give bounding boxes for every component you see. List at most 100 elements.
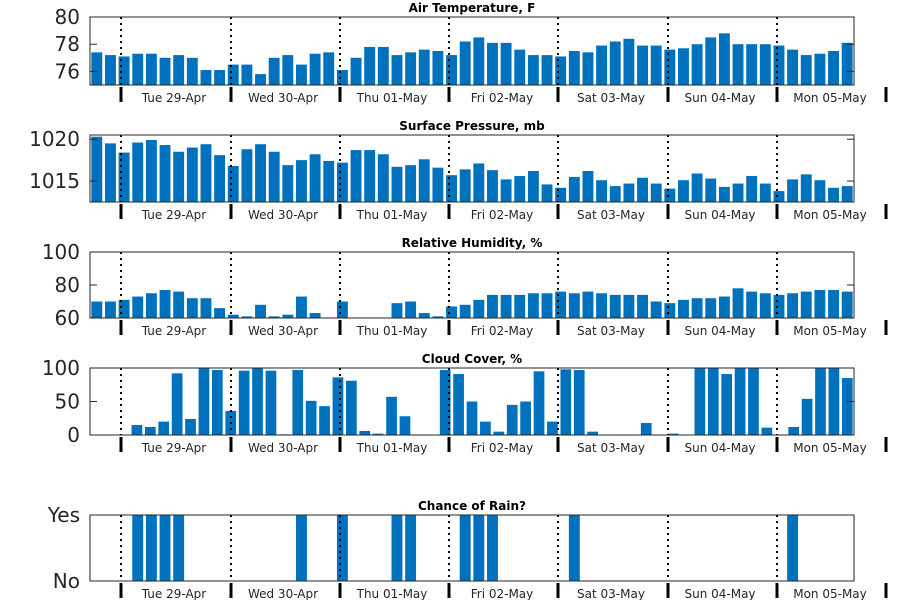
bar — [746, 44, 758, 85]
bar — [309, 154, 321, 202]
bar — [391, 55, 403, 85]
bar — [582, 52, 594, 85]
x-day-label: Tue 29-Apr — [141, 324, 206, 338]
bar — [418, 313, 430, 318]
bar — [596, 180, 608, 202]
bar — [788, 426, 800, 435]
bar — [694, 368, 706, 435]
x-day-label: Thu 01-May — [356, 324, 428, 338]
y-tick-label: 76 — [55, 59, 80, 83]
bar — [596, 45, 608, 85]
x-day-label: Wed 30-Apr — [248, 324, 318, 338]
bar — [200, 298, 212, 318]
bar — [91, 301, 103, 318]
bar — [691, 298, 703, 318]
x-day-label: Tue 29-Apr — [141, 441, 206, 455]
bar — [198, 368, 210, 435]
bar — [841, 42, 853, 85]
bar — [705, 178, 717, 202]
bar — [159, 515, 171, 581]
bar — [732, 44, 744, 85]
bar — [255, 74, 266, 85]
bar — [292, 370, 304, 435]
bar — [541, 55, 553, 85]
bar — [391, 166, 403, 202]
bar — [596, 293, 608, 318]
bar — [637, 45, 648, 85]
bar — [227, 64, 239, 85]
bar — [159, 289, 171, 318]
bar — [350, 150, 362, 202]
bar — [105, 301, 116, 318]
bar — [705, 37, 717, 85]
axes-box — [89, 16, 855, 86]
bar — [520, 401, 531, 435]
bar — [453, 374, 464, 435]
bar — [186, 147, 198, 202]
x-day-label: Thu 01-May — [356, 208, 428, 222]
bar — [828, 187, 839, 202]
bar — [664, 188, 676, 202]
bar — [815, 368, 826, 435]
bar — [118, 56, 130, 85]
bar — [145, 293, 157, 318]
bar — [200, 70, 212, 85]
bar — [319, 406, 330, 435]
panel-title: Chance of Rain? — [418, 499, 526, 513]
bar — [405, 165, 417, 202]
bar — [650, 183, 662, 202]
bar — [372, 433, 384, 435]
x-day-label: Wed 30-Apr — [248, 91, 318, 105]
bar — [814, 180, 826, 202]
x-day-label: Tue 29-Apr — [141, 587, 206, 600]
bar — [305, 400, 317, 435]
bar — [145, 515, 157, 581]
x-day-label: Mon 05-May — [793, 441, 867, 455]
bar — [759, 183, 771, 202]
bar — [640, 422, 652, 435]
bar — [473, 299, 485, 318]
x-day-label: Mon 05-May — [793, 324, 867, 338]
bar — [173, 291, 185, 318]
panel-title: Surface Pressure, mb — [399, 119, 545, 133]
bar — [533, 371, 545, 435]
bar — [573, 370, 585, 435]
x-day-label: Fri 02-May — [471, 587, 534, 600]
bar — [350, 57, 362, 85]
bar — [787, 179, 799, 202]
bar — [473, 37, 485, 85]
bar — [377, 154, 389, 202]
bar — [132, 142, 144, 202]
bar — [678, 180, 689, 202]
bar — [734, 368, 746, 435]
bar — [296, 160, 307, 203]
bar — [105, 143, 116, 203]
y-tick-label: 0 — [67, 423, 80, 447]
bar — [487, 170, 498, 202]
x-day-label: Sun 04-May — [684, 324, 755, 338]
x-day-label: Sun 04-May — [684, 91, 755, 105]
bar — [732, 288, 744, 318]
y-tick-label: 80 — [55, 273, 80, 297]
bar — [200, 144, 212, 202]
bar — [323, 160, 335, 202]
bar — [118, 299, 130, 318]
bar — [268, 151, 280, 202]
bar — [459, 515, 471, 581]
bar — [568, 515, 580, 581]
y-tick-label: No — [53, 569, 80, 593]
bar — [91, 52, 103, 85]
y-tick-label: 80 — [55, 5, 80, 29]
bar — [473, 515, 485, 581]
bar — [664, 303, 676, 318]
bar — [214, 308, 226, 318]
bar — [514, 294, 526, 318]
panel-title: Cloud Cover, % — [422, 352, 522, 366]
bar — [732, 183, 744, 202]
bar — [664, 49, 676, 85]
bar — [282, 165, 294, 202]
bar — [145, 53, 157, 85]
bar — [459, 304, 471, 318]
x-day-label: Fri 02-May — [471, 441, 534, 455]
